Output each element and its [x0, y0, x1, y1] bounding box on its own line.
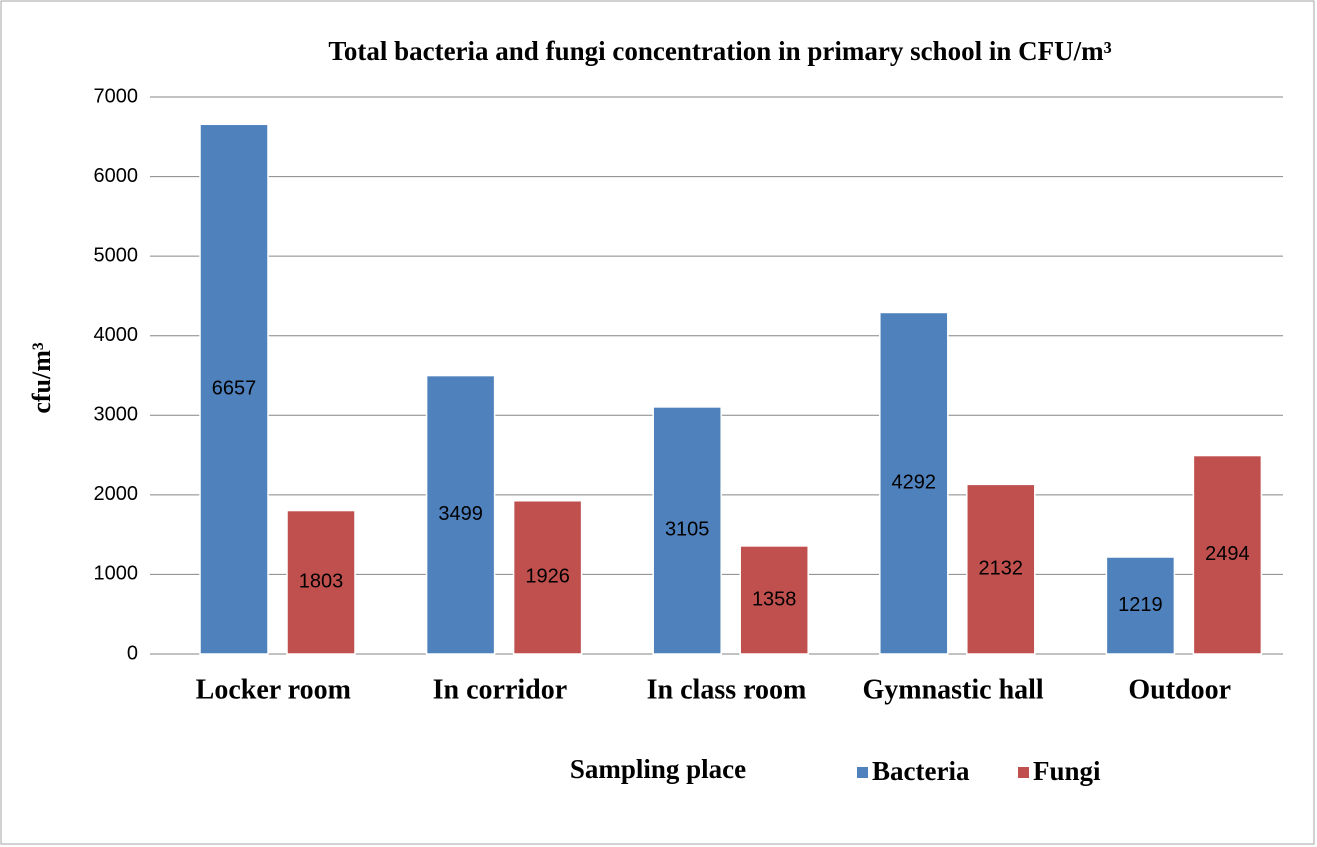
y-tick-label: 1000	[94, 563, 139, 585]
x-axis-title: Sampling place	[570, 754, 746, 784]
bar	[879, 311, 949, 655]
data-label: 1358	[752, 588, 797, 610]
x-tick-label: In class room	[647, 674, 807, 705]
data-label: 4292	[892, 472, 937, 494]
y-tick-label: 0	[127, 642, 138, 664]
x-tick-label: In corridor	[433, 674, 568, 705]
y-tick-label: 4000	[94, 324, 139, 346]
chart-title: Total bacteria and fungi concentration i…	[328, 36, 1111, 66]
x-tick-label: Locker room	[196, 674, 351, 705]
y-tick-label: 6000	[94, 165, 139, 187]
y-axis-title: cfu/m³	[27, 342, 56, 414]
data-label: 1803	[299, 571, 344, 593]
bar	[1105, 556, 1176, 655]
bar	[425, 374, 496, 655]
data-label: 3499	[438, 503, 483, 525]
bar	[512, 499, 583, 655]
bar	[1192, 454, 1263, 655]
y-tick-label: 5000	[94, 244, 139, 266]
data-label: 3105	[665, 519, 710, 541]
data-label: 1926	[525, 566, 570, 588]
y-tick-label: 3000	[94, 404, 139, 426]
bar	[199, 123, 269, 655]
x-tick-label: Gymnastic hall	[862, 674, 1043, 705]
bar	[966, 483, 1036, 655]
legend-label: Fungi	[1033, 756, 1101, 786]
legend-label: Bacteria	[872, 756, 970, 786]
y-tick-label: 2000	[94, 483, 139, 505]
data-label: 2132	[979, 557, 1024, 579]
bar	[286, 509, 356, 655]
bar	[652, 406, 722, 655]
legend-swatch	[857, 767, 868, 778]
bar	[739, 545, 809, 655]
y-tick-label: 7000	[94, 85, 139, 107]
x-tick-label: Outdoor	[1128, 674, 1231, 705]
data-label: 1219	[1118, 594, 1163, 616]
data-label: 2494	[1205, 543, 1250, 565]
data-label: 6657	[212, 377, 257, 399]
legend-swatch	[1018, 767, 1029, 778]
